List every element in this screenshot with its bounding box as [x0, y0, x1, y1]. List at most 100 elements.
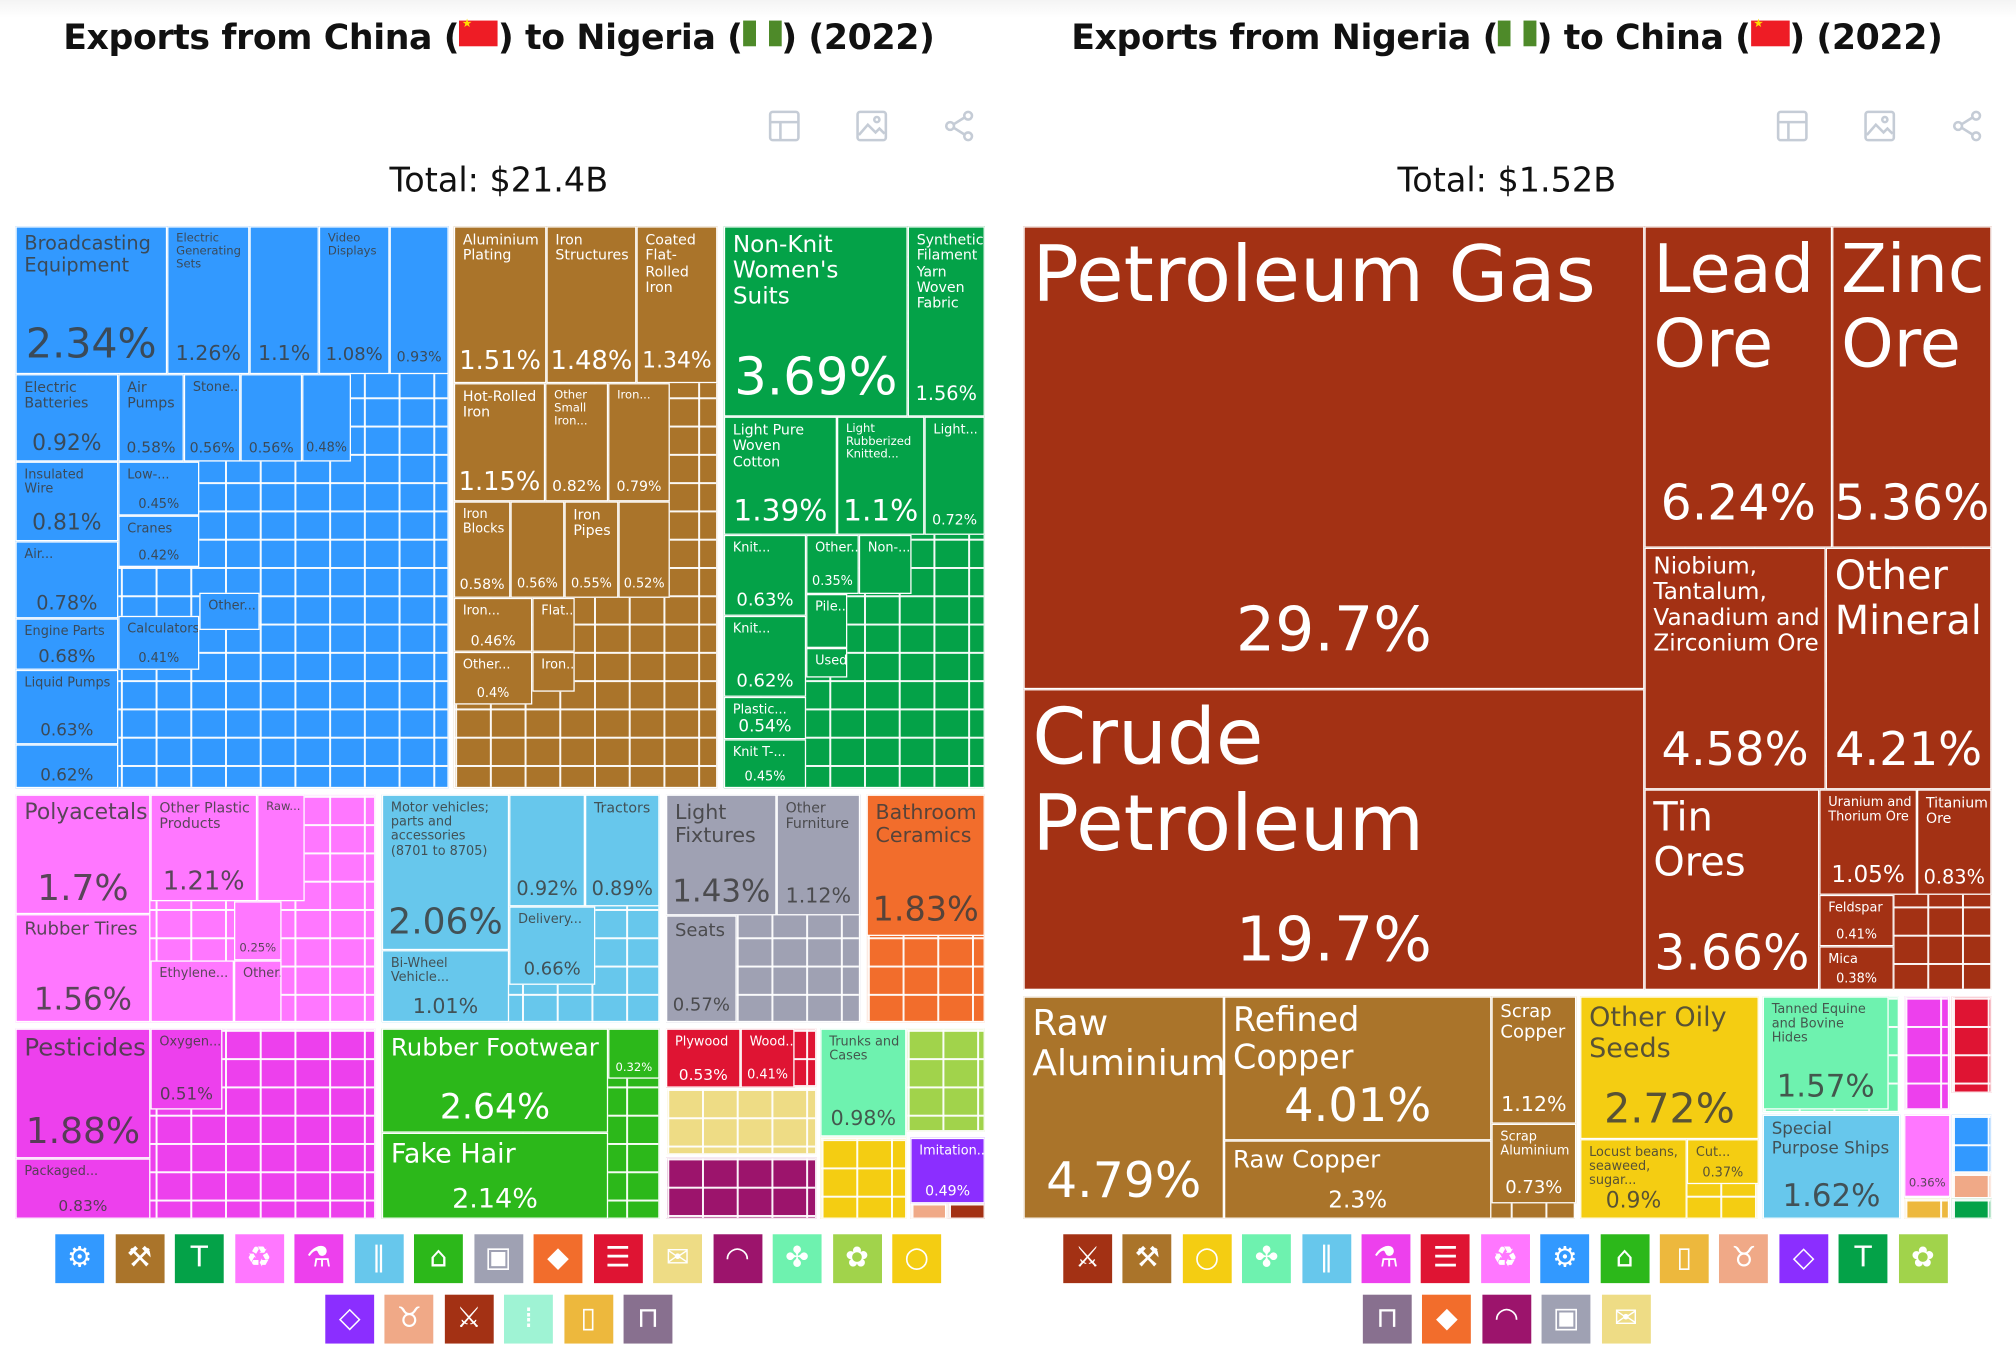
treemap-tile[interactable]: Insulated Wire 0.81% — [15, 461, 119, 542]
treemap-tile[interactable]: Raw Copper 2.3% — [1223, 1140, 1492, 1219]
treemap-tile[interactable]: Packaged... 0.83% — [15, 1158, 151, 1219]
treemap-tile[interactable]: Titanium Ore 0.83% — [1916, 789, 1992, 895]
treemap-tile[interactable]: Delivery... 0.66% — [509, 906, 596, 985]
treemap-tile[interactable]: Rubber Tires 1.56% — [15, 914, 151, 1023]
treemap-tile[interactable]: Flat... — [532, 597, 575, 652]
treemap-tile[interactable]: Video Displays 1.08% — [318, 226, 390, 375]
leather-icon[interactable]: ✤ — [1242, 1234, 1292, 1284]
salmon-category-region[interactable] — [1951, 1172, 1992, 1199]
magenta-category-region[interactable] — [1904, 996, 1950, 1110]
treemap-tile[interactable]: Locust beans, seaweed, sugar... 0.9% — [1580, 1139, 1687, 1219]
treemap-tile[interactable]: Other Furniture 1.12% — [776, 794, 861, 916]
shirt-icon[interactable]: T — [174, 1234, 224, 1284]
treemap-tile[interactable]: Pesticides 1.88% — [15, 1028, 151, 1159]
treemap-tile[interactable]: Liquid Pumps 0.63% — [15, 669, 119, 745]
image-download-icon[interactable] — [855, 109, 888, 142]
gold-category-region[interactable] — [1904, 1198, 1950, 1219]
treemap-tile[interactable]: Niobium, Tantalum, Vanadium and Zirconiu… — [1644, 547, 1826, 790]
treemap-tile[interactable]: Zinc Ore 5.36% — [1832, 226, 1992, 548]
treemap-tile[interactable]: Uranium and Thorium Ore 1.05% — [1819, 789, 1917, 895]
treemap-tile[interactable]: Other Mineral 4.21% — [1825, 547, 1992, 790]
treemap-tile[interactable]: Oxygen... 0.51% — [150, 1028, 223, 1110]
maroon-category-region[interactable] — [665, 1157, 817, 1219]
treemap-tile[interactable]: Raw... — [257, 794, 305, 902]
treemap-tile[interactable]: Plywood 0.53% — [665, 1028, 741, 1088]
treemap-tile[interactable]: Tanned Equine and Bovine Hides 1.57% — [1762, 996, 1889, 1110]
green-category-region[interactable] — [1951, 1198, 1992, 1219]
treemap-tile[interactable]: 0.48% — [302, 374, 351, 462]
recycle-icon[interactable]: ♻ — [1480, 1234, 1530, 1284]
treemap-tile[interactable]: Hot-Rolled Iron 1.15% — [453, 383, 546, 502]
tomato-icon[interactable]: ○ — [1182, 1234, 1232, 1284]
treemap-tile[interactable]: Petroleum Gas 29.7% — [1023, 226, 1645, 690]
treemap-tile[interactable]: Light Fixtures 1.43% — [665, 794, 777, 916]
treemap-tile[interactable]: Knit T-... 0.45% — [723, 739, 807, 789]
treemap-tile[interactable]: Iron... 0.79% — [608, 383, 670, 502]
treemap-tile[interactable]: Seats 0.57% — [665, 915, 737, 1023]
treemap-tile[interactable]: Scrap Aluminium 0.73% — [1491, 1123, 1577, 1204]
treemap-tile[interactable]: Tractors 0.89% — [584, 794, 660, 907]
treemap-tile[interactable]: Coated Flat-Rolled Iron 1.34% — [636, 226, 718, 384]
treemap-tile[interactable]: 0.56% — [240, 374, 303, 462]
treemap-tile[interactable]: Mica 0.38% — [1819, 946, 1894, 990]
bottle-icon[interactable]: ▯ — [563, 1294, 613, 1344]
treemap-tile[interactable]: Cut... 0.37% — [1686, 1139, 1759, 1185]
gauge-icon[interactable]: ◠ — [712, 1234, 762, 1284]
treemap-tile[interactable]: Light Pure Woven Cotton 1.39% — [723, 416, 837, 535]
treemap-tile[interactable]: Raw Aluminium 4.79% — [1023, 996, 1224, 1219]
table-view-icon[interactable] — [1776, 109, 1809, 142]
treemap-tile[interactable]: Bi-Wheel Vehicle... 1.01% — [381, 950, 510, 1023]
wheat-icon[interactable]: ✿ — [832, 1234, 882, 1284]
treemap-tile[interactable]: Light Rubberized Knitted... 1.1% — [836, 416, 925, 535]
flask-icon[interactable]: ⚗ — [1361, 1234, 1411, 1284]
treemap-tile[interactable]: Non-... — [858, 534, 912, 594]
treemap-tile[interactable]: 1.1% — [249, 226, 319, 375]
treemap-tile[interactable]: Other... 0.4% — [453, 651, 533, 705]
tomato-icon[interactable]: ○ — [892, 1234, 942, 1284]
treemap-tile[interactable]: Low-... 0.45% — [118, 461, 200, 516]
shoe-icon[interactable]: ⌂ — [413, 1234, 463, 1284]
treemap-tile[interactable]: Cranes 0.42% — [118, 515, 200, 567]
lime-category-region[interactable] — [906, 1028, 985, 1132]
treemap-tile[interactable]: Electric Generating Sets 1.26% — [167, 226, 250, 375]
treemap-tile[interactable]: Special Purpose Ships 1.62% — [1762, 1114, 1901, 1219]
treemap-tile[interactable]: Feldspar 0.41% — [1819, 894, 1894, 947]
anvil-icon[interactable]: ⚒ — [115, 1234, 164, 1284]
treemap-tile[interactable]: 0.93% — [389, 226, 449, 375]
treemap-tile[interactable]: Air Pumps 0.58% — [118, 374, 184, 462]
box-icon[interactable]: ▣ — [1541, 1294, 1591, 1344]
treemap-tile[interactable]: Motor vehicles; parts and accessories (8… — [381, 794, 510, 951]
treemap-tile[interactable]: Engine Parts 0.68% — [15, 618, 119, 670]
treemap-tile[interactable]: 0.36% — [1904, 1114, 1951, 1197]
treemap-tile[interactable]: Crude Petroleum 19.7% — [1023, 689, 1645, 990]
share-icon[interactable] — [942, 109, 975, 142]
shoe-icon[interactable]: ⌂ — [1600, 1234, 1650, 1284]
treemap-tile[interactable]: Rubber Footwear 2.64% — [381, 1028, 609, 1133]
table-view-icon[interactable] — [768, 109, 801, 142]
easel-icon[interactable]: ⊓ — [1362, 1294, 1412, 1344]
treemap-tile[interactable]: Knit... 0.63% — [723, 534, 807, 616]
treemap-tile[interactable]: Aluminium Plating 1.51% — [453, 226, 547, 384]
share-icon[interactable] — [1950, 109, 1983, 142]
pickaxe-icon[interactable]: ⚔ — [444, 1294, 494, 1344]
scroll-icon[interactable]: ✉ — [653, 1234, 702, 1284]
treemap-tile[interactable]: Other Small Iron... 0.82% — [545, 383, 609, 502]
bullets-icon[interactable]: ⁞ — [504, 1294, 554, 1344]
wheat-icon[interactable]: ✿ — [1898, 1234, 1948, 1284]
treemap-tile[interactable]: Other Plastic Products 1.21% — [150, 794, 258, 902]
road-icon[interactable]: ∥ — [1301, 1234, 1351, 1284]
treemap-tile[interactable]: 0.92% — [509, 794, 585, 907]
leather-icon[interactable]: ✤ — [772, 1234, 822, 1284]
treemap-tile[interactable]: Lead Ore 6.24% — [1644, 226, 1833, 548]
treemap-tile[interactable]: Air... 0.78% — [15, 541, 119, 619]
bottle-icon[interactable]: ▯ — [1659, 1234, 1709, 1284]
treemap-tile[interactable]: Iron Pipes 0.55% — [564, 501, 619, 598]
easel-icon[interactable]: ⊓ — [623, 1294, 673, 1344]
scroll-icon[interactable]: ✉ — [1601, 1294, 1651, 1344]
treemap-tile[interactable]: Broadcasting Equipment 2.34% — [15, 226, 168, 375]
treemap-tile[interactable]: Electric Batteries 0.92% — [15, 374, 119, 462]
treemap-tile[interactable]: Pile... — [806, 593, 848, 648]
cow-icon[interactable]: ♉ — [1719, 1234, 1769, 1284]
treemap-tile[interactable]: 0.52% — [618, 501, 670, 598]
image-download-icon[interactable] — [1863, 109, 1896, 142]
